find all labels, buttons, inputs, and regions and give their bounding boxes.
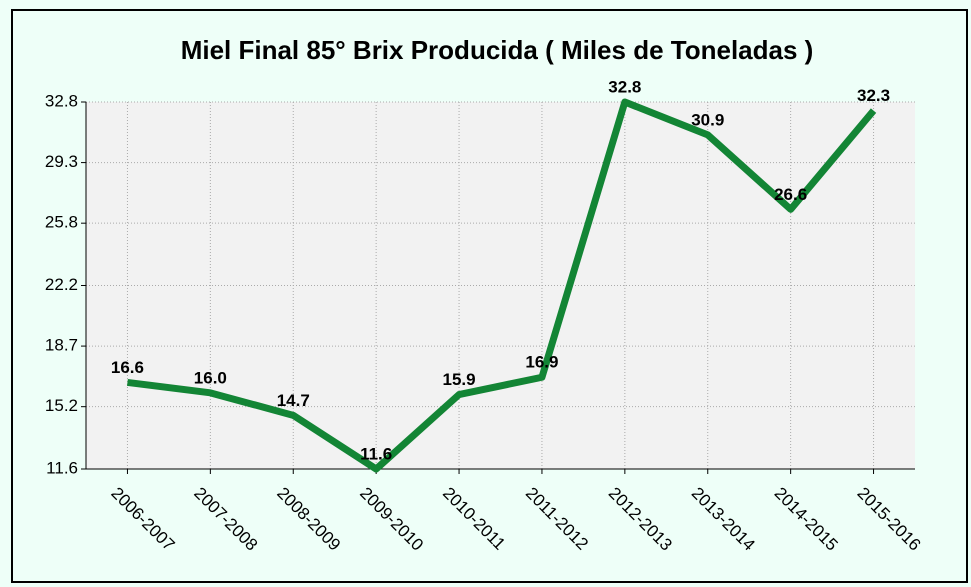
data-label: 32.3 — [857, 86, 890, 105]
chart-title: Miel Final 85° Brix Producida ( Miles de… — [181, 35, 814, 65]
data-label: 11.6 — [360, 444, 392, 463]
data-label: 14.7 — [277, 391, 310, 410]
y-tick-label: 22.2 — [45, 275, 78, 294]
data-label: 32.8 — [608, 77, 641, 96]
data-label: 26.6 — [774, 185, 807, 204]
y-tick-label: 11.6 — [46, 458, 78, 477]
data-label: 30.9 — [691, 110, 724, 129]
data-label: 16.6 — [111, 358, 144, 377]
data-label: 16.9 — [525, 353, 558, 372]
data-label: 16.0 — [194, 368, 227, 387]
y-tick-label: 15.2 — [45, 396, 78, 415]
line — [127, 98, 877, 473]
y-tick-label: 18.7 — [45, 336, 78, 355]
y-tick-label: 25.8 — [45, 213, 78, 232]
y-tick-label: 32.8 — [45, 91, 78, 110]
y-tick-label: 29.3 — [45, 152, 78, 171]
data-label: 15.9 — [443, 370, 476, 389]
